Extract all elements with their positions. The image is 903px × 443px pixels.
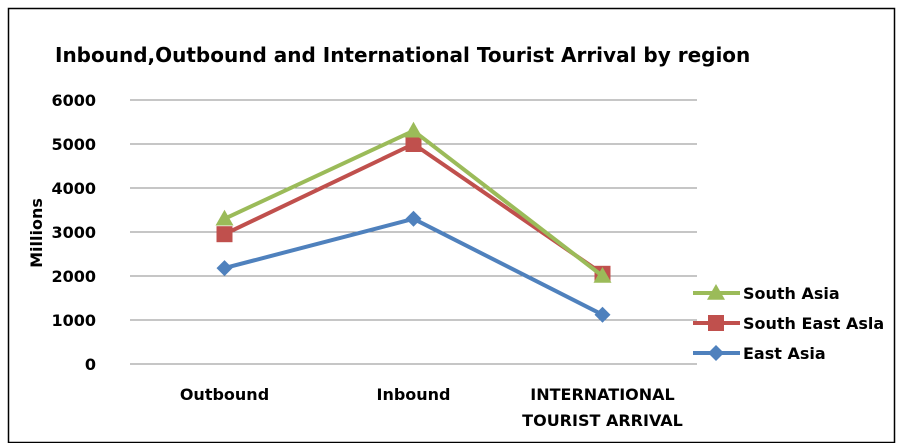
data-point-square [708, 315, 724, 331]
x-tick-label-line: INTERNATIONAL [530, 385, 674, 404]
data-point-triangle [404, 121, 423, 138]
legend: South Asia South East Asla East Asia [693, 284, 884, 363]
x-tick-label-line: Outbound [180, 385, 269, 404]
y-tick-label: 4000 [51, 179, 96, 198]
data-point-triangle [593, 267, 612, 283]
chart-title: Inbound,Outbound and International Touri… [55, 43, 750, 67]
x-tick-label-line: TOURIST ARRIVAL [522, 411, 683, 430]
y-axis: 0 1000 2000 3000 4000 5000 6000 [51, 91, 96, 374]
data-point-triangle [215, 209, 234, 226]
series-south-asia [215, 121, 612, 283]
data-point-diamond [405, 210, 422, 227]
legend-label: South East Asla [743, 314, 884, 333]
y-tick-label: 2000 [51, 267, 96, 286]
legend-label: East Asia [743, 344, 826, 363]
legend-label: South Asia [743, 284, 840, 303]
data-point-square [216, 226, 233, 243]
data-point-diamond [216, 260, 233, 277]
x-tick-label: INTERNATIONAL TOURIST ARRIVAL [522, 385, 683, 430]
series-east-asia [216, 210, 611, 323]
x-tick-label: Outbound [180, 385, 269, 404]
chart-border [7, 7, 896, 443]
data-point-triangle [707, 284, 725, 300]
data-point-diamond [594, 306, 611, 323]
series-south-east-asla [216, 136, 611, 282]
y-tick-label: 1000 [51, 311, 96, 330]
y-tick-label: 5000 [51, 135, 96, 154]
data-point-diamond [708, 345, 724, 361]
y-axis-label: Millions [27, 198, 46, 268]
x-tick-label: Inbound [376, 385, 450, 404]
data-point-square [405, 136, 422, 152]
legend-item: East Asia [693, 344, 826, 363]
y-tick-label: 3000 [51, 223, 96, 242]
legend-item: South East Asla [693, 314, 884, 333]
x-tick-label-line: Inbound [376, 385, 450, 404]
y-tick-label: 0 [85, 355, 96, 374]
x-axis: Outbound Inbound INTERNATIONAL TOURIST ARRI… [130, 363, 697, 430]
y-tick-label: 6000 [51, 91, 96, 110]
plot-area [215, 121, 612, 323]
legend-item: South Asia [693, 284, 840, 303]
